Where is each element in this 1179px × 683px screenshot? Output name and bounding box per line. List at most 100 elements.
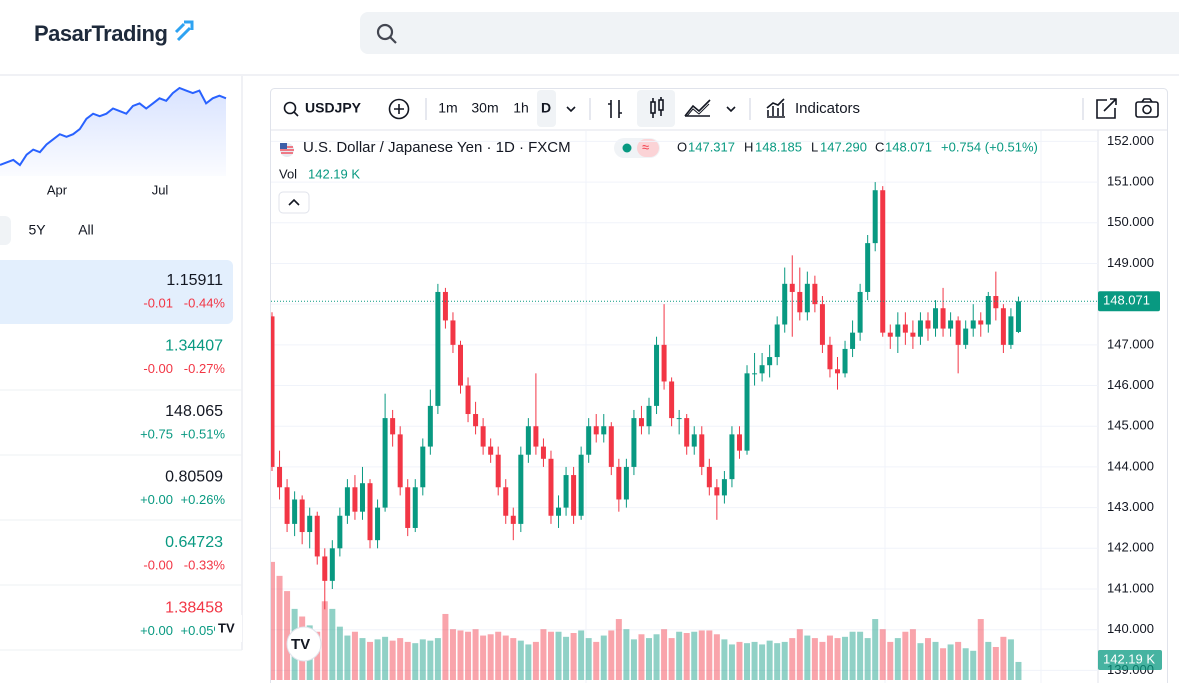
- range-button[interactable]: All: [78, 222, 94, 238]
- volume-bar: [736, 641, 743, 680]
- candle-body: [910, 332, 916, 337]
- volume-bar: [728, 644, 735, 680]
- volume-bar: [932, 641, 939, 680]
- candle-body: [933, 308, 939, 329]
- candle-body: [835, 369, 840, 374]
- candle-body: [819, 304, 825, 345]
- candle-body: [382, 418, 388, 508]
- indicators[interactable]: Indicators: [795, 100, 860, 117]
- tv-logo: TV: [286, 626, 322, 662]
- volume-bar: [563, 636, 570, 680]
- candle-body: [458, 344, 463, 386]
- range-button[interactable]: 5Y: [28, 222, 46, 238]
- mini-x-label: Jul: [152, 182, 169, 197]
- volume-bar: [427, 640, 434, 680]
- range-button[interactable]: [0, 216, 11, 245]
- candle-body: [442, 291, 448, 321]
- candle-body: [714, 487, 720, 496]
- candle-body: [405, 487, 411, 528]
- volume-bar: [1007, 639, 1014, 680]
- volume-bar: [487, 634, 494, 680]
- logo[interactable]: PasarTrading: [34, 21, 168, 46]
- volume-bar: [1015, 661, 1022, 680]
- change: +0.754 (+0.51%): [941, 139, 1038, 154]
- selected-row[interactable]: [0, 260, 233, 324]
- symbol[interactable]: USDJPY: [305, 100, 362, 116]
- candle-body: [623, 466, 629, 500]
- interval[interactable]: 1h: [513, 100, 529, 116]
- y-tick-label: 151.000: [1107, 174, 1154, 189]
- candle-body: [292, 499, 298, 524]
- candle-body: [631, 418, 637, 467]
- candle-body: [736, 434, 742, 451]
- volume-bar: [879, 629, 886, 680]
- candle-body: [367, 483, 373, 541]
- candle-body: [774, 324, 780, 358]
- candle-body: [352, 487, 358, 512]
- candle-body: [842, 348, 848, 374]
- candle-body: [495, 454, 501, 488]
- volume-bar: [676, 631, 683, 680]
- candle-body: [827, 344, 833, 370]
- row-change-pct: -0.33%: [184, 557, 226, 572]
- y-tick-label: 145.000: [1107, 418, 1154, 433]
- row-change: -0.01: [143, 295, 173, 310]
- candle-body: [299, 499, 305, 533]
- candle-body: [1008, 316, 1014, 345]
- candle-body: [344, 487, 350, 516]
- volume-bar: [540, 629, 547, 680]
- candle-body: [586, 426, 592, 455]
- collapse-button[interactable]: [278, 191, 310, 214]
- ohlc-value: 147.317: [688, 139, 735, 154]
- toolbar-icons: [283, 90, 1159, 127]
- candle-body: [329, 548, 335, 581]
- volume-bar: [555, 631, 562, 680]
- volume-bar: [510, 638, 517, 680]
- volume-badge-label: 142.19 K: [1103, 651, 1155, 666]
- volume-bar: [449, 629, 456, 680]
- volume-badge: [1098, 650, 1162, 670]
- tv-badge-icon: TV: [218, 620, 235, 635]
- volume-bar: [359, 638, 366, 680]
- volume-bar: [962, 648, 969, 680]
- volume-bar: [344, 635, 351, 680]
- last-price-label: 148.071: [1103, 293, 1150, 308]
- volume-bar: [917, 643, 924, 680]
- candle-body: [556, 507, 562, 516]
- y-tick-label: 141.000: [1107, 580, 1154, 595]
- candle-body: [616, 466, 622, 500]
- row-change-pct: -0.44%: [184, 295, 226, 310]
- y-tick-label: 152.000: [1107, 133, 1154, 148]
- search-bar[interactable]: [360, 12, 1179, 54]
- status-delay: [637, 139, 659, 157]
- logo-icon: [174, 20, 194, 42]
- candle-body: [865, 243, 871, 292]
- candle-body: [880, 190, 886, 333]
- interval[interactable]: 1m: [438, 100, 457, 116]
- volume-bar: [495, 631, 502, 680]
- row-change: +0.00: [140, 623, 173, 638]
- candle-body: [571, 475, 577, 516]
- candle-body: [978, 320, 984, 325]
- collapse-icon: [288, 198, 300, 206]
- interval[interactable]: 30m: [471, 100, 498, 116]
- candle-body: [420, 446, 426, 488]
- ohlc-key: C: [875, 139, 884, 154]
- volume-bar: [570, 633, 577, 680]
- row-change-pct: +0.51%: [181, 426, 226, 441]
- row-price: 0.80509: [165, 469, 223, 486]
- candle-body: [804, 283, 810, 313]
- volume-bar: [826, 635, 833, 680]
- interval[interactable]: D: [541, 100, 551, 116]
- volume-bar: [547, 631, 554, 680]
- volume-bar: [465, 631, 472, 680]
- volume-bar: [321, 601, 328, 680]
- volume-bar: [404, 641, 411, 680]
- row-change: +0.00: [140, 492, 173, 507]
- search-icon: [376, 23, 397, 44]
- volume-bar: [759, 644, 766, 680]
- status-dot: [622, 143, 632, 153]
- volume-bar: [638, 634, 645, 680]
- candle-body: [277, 466, 283, 488]
